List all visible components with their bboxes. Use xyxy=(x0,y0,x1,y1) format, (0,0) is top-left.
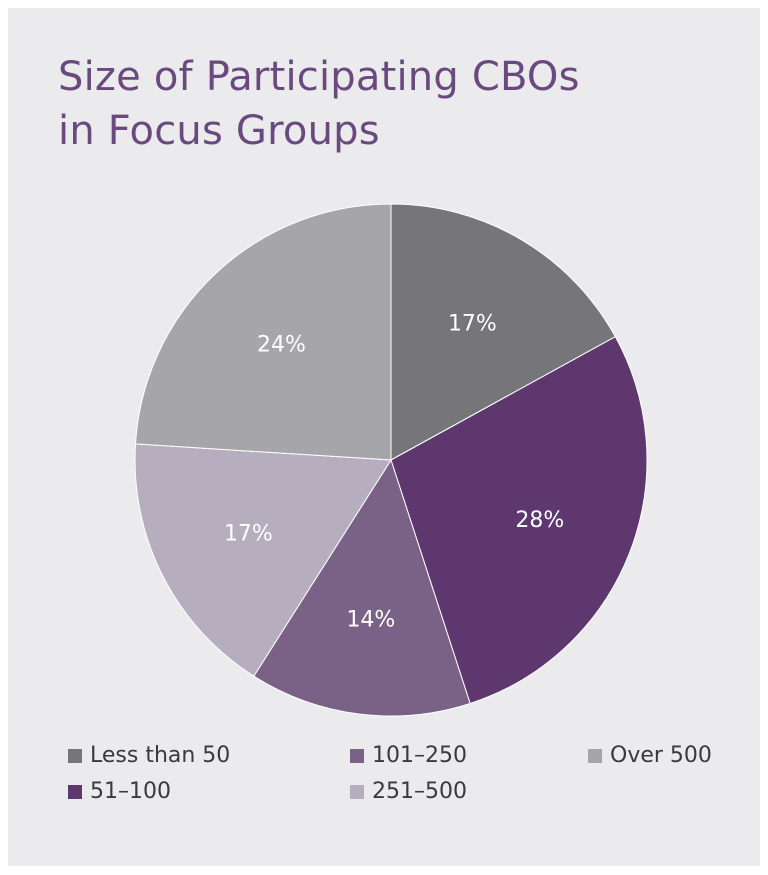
legend-item-1: Less than 50 xyxy=(68,743,230,768)
chart-title-line-2: in Focus Groups xyxy=(58,108,380,154)
legend-swatch xyxy=(68,784,82,799)
legend-swatch xyxy=(350,748,364,763)
pie-slice-4 xyxy=(134,443,392,677)
legend-label: 51–100 xyxy=(90,779,171,804)
pie-slice-label-5: 24% xyxy=(257,332,306,357)
legend-item-4: 51–100 xyxy=(68,779,171,804)
pie-slice-5 xyxy=(134,203,392,461)
pie-slice-3 xyxy=(253,458,471,717)
pie-slice-label-4: 17% xyxy=(224,522,273,547)
chart-panel: Size of Participating CBOs in Focus Grou… xyxy=(8,8,760,866)
chart-title-line-1: Size of Participating CBOs xyxy=(58,54,580,100)
legend-label: Less than 50 xyxy=(90,743,231,768)
pie-slice-label-3: 14% xyxy=(346,608,395,633)
legend-label: 251–500 xyxy=(372,779,467,804)
pie-slice-1 xyxy=(390,203,617,461)
legend-item-5: 251–500 xyxy=(350,779,467,804)
pie-slice-label-2: 28% xyxy=(515,508,564,533)
chart-title: Size of Participating CBOs in Focus Grou… xyxy=(58,50,580,158)
pie-chart: 17% 28% 14% 17% 24% xyxy=(134,203,648,717)
legend-item-3: Over 500 xyxy=(588,743,712,768)
pie-slice-label-1: 17% xyxy=(448,311,497,336)
pie-slice-2 xyxy=(390,335,648,705)
chart-legend: Less than 50 101–250 Over 500 51–100 251–500 xyxy=(68,743,748,823)
legend-swatch xyxy=(68,748,82,763)
legend-swatch xyxy=(588,748,602,763)
legend-swatch xyxy=(350,784,364,799)
legend-label: Over 500 xyxy=(610,743,712,768)
legend-item-2: 101–250 xyxy=(350,743,467,768)
legend-label: 101–250 xyxy=(372,743,467,768)
